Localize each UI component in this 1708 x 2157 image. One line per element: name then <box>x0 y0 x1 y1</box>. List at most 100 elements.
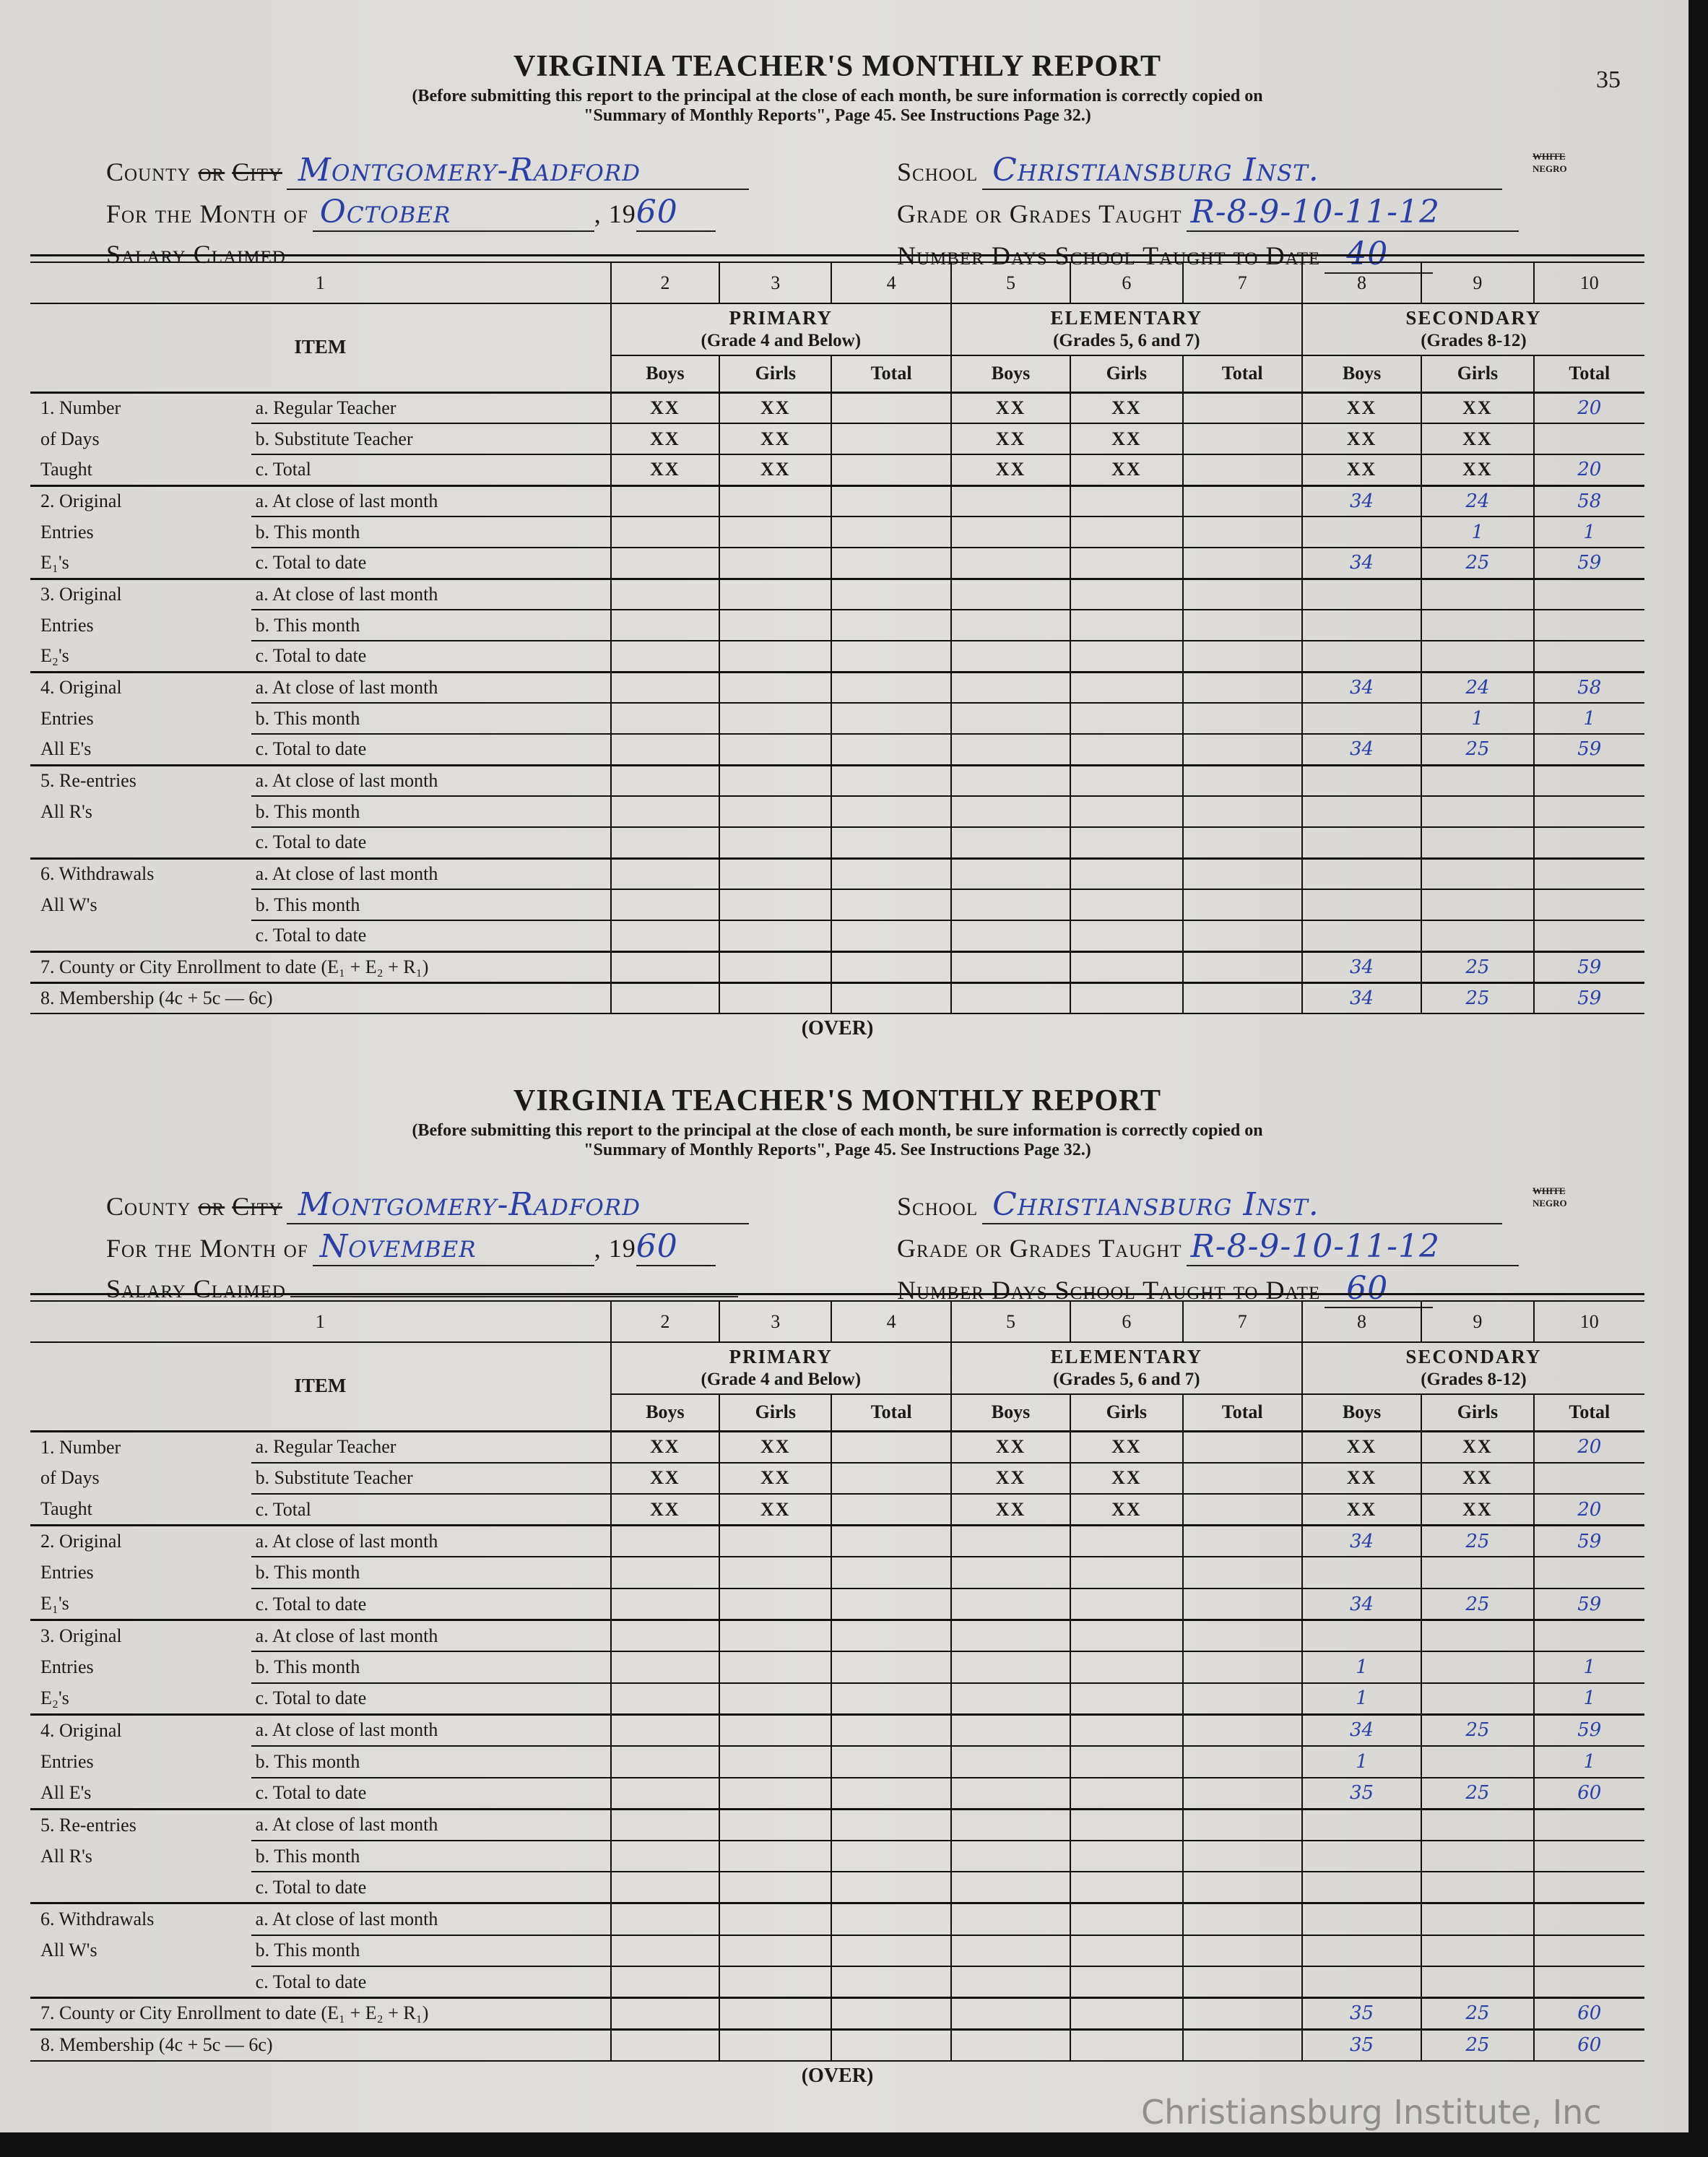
cell-boys: 1 <box>1301 1651 1423 1684</box>
cell-girls <box>1070 1619 1184 1653</box>
group-name: SECONDARY <box>1405 307 1542 329</box>
cell-total <box>831 516 952 548</box>
table-row: E₁'s c. Total to date 34 25 59 <box>30 547 1644 579</box>
cell-total <box>1182 392 1303 424</box>
cell-girls <box>719 671 833 704</box>
cell-total <box>1182 702 1303 735</box>
row-sub-label: b. This month <box>251 1745 612 1778</box>
subcolumn-girls: Girls <box>1070 1393 1184 1432</box>
cell-boys <box>1301 578 1423 610</box>
group-name: PRIMARY <box>729 1346 833 1367</box>
cell-boys <box>1301 1556 1423 1589</box>
table-row: Entries b. This month 1 1 <box>30 516 1644 548</box>
cell-total <box>831 1902 952 1936</box>
cell-boys <box>610 671 721 704</box>
cell-boys <box>1301 1902 1423 1936</box>
cell-girls <box>1070 1997 1184 2031</box>
cell-boys: 1 <box>1301 1682 1423 1716</box>
table-row: E₂'s c. Total to date <box>30 640 1644 673</box>
row-label: 7. County or City Enrollment to date (E₁… <box>30 1997 612 2031</box>
cell-girls <box>1070 982 1184 1014</box>
cell-total <box>831 1524 952 1558</box>
row-sub-label: b. This month <box>251 795 612 828</box>
cell-girls: XX <box>1421 1493 1535 1526</box>
row-group-label: Entries <box>40 521 94 543</box>
cell-boys <box>950 982 1072 1014</box>
cell-boys <box>950 951 1072 983</box>
subcolumn-header-row: Boys Girls Total Boys Girls Total Boys Girls Tot… <box>30 355 1644 393</box>
row-sub-label: a. At close of last month <box>251 857 612 890</box>
cell-girls <box>1421 1651 1535 1684</box>
cell-boys <box>950 578 1072 610</box>
cell-total <box>1182 547 1303 579</box>
cell-girls <box>1421 1902 1535 1936</box>
cell-boys: XX <box>1301 392 1423 424</box>
cell-boys: XX <box>610 423 721 455</box>
cell-boys <box>950 485 1072 517</box>
grades-label: Grade or Grades Taught <box>897 199 1182 228</box>
row-sub-label: b. This month <box>251 1556 612 1589</box>
cell-total <box>1533 423 1644 455</box>
grades-label: Grade or Grades Taught <box>897 1234 1182 1263</box>
group-grades: (Grades 5, 6 and 7) <box>1053 1370 1200 1389</box>
table-row: All R's b. This month <box>30 1839 1644 1873</box>
table-row: 1. Number a. Regular Teacher XX XX XX XX XX XX 2… <box>30 392 1644 424</box>
group-grades: (Grades 5, 6 and 7) <box>1053 331 1200 350</box>
row-sub-label: a. At close of last month <box>251 1902 612 1936</box>
cell-total <box>1182 1871 1303 1904</box>
cell-boys: XX <box>1301 1430 1423 1464</box>
table-row: All W's b. This month <box>30 1934 1644 1968</box>
row-sub-label: c. Total to date <box>251 826 612 859</box>
cell-boys <box>610 1556 721 1589</box>
subcolumn-total: Total <box>1533 355 1644 393</box>
cell-girls: XX <box>1421 454 1535 486</box>
month-field: For the Month of October, 1960 <box>106 194 716 232</box>
cell-boys <box>950 1524 1072 1558</box>
year-value: 60 <box>636 1228 678 1265</box>
report-instructions: (Before submitting this report to the pr… <box>30 1121 1644 1160</box>
column-number: 5 <box>950 261 1072 304</box>
cell-girls <box>719 733 833 766</box>
row-sub-label: a. At close of last month <box>251 1524 612 1558</box>
cell-girls: XX <box>719 1493 833 1526</box>
cell-girls <box>719 982 833 1014</box>
school-label: School <box>897 157 979 186</box>
row-group-label: 1. Number <box>30 392 251 423</box>
cell-total <box>831 1934 952 1968</box>
cell-boys: XX <box>950 454 1072 486</box>
row-group-label: E₂'s <box>40 644 69 666</box>
cell-girls <box>719 1776 833 1810</box>
row-sub-label: c. Total to date <box>251 733 612 766</box>
row-group-label <box>30 827 251 858</box>
table-row: All R's b. This month <box>30 795 1644 828</box>
cell-girls <box>719 1524 833 1558</box>
row-label: 8. Membership (4c + 5c — 6c) <box>30 2028 612 2062</box>
row-group-label: Taught <box>40 458 92 480</box>
table-row: 5. Re-entries a. At close of last month <box>30 764 1644 797</box>
cell-boys <box>610 1997 721 2031</box>
cell-total <box>1533 1902 1644 1936</box>
cell-boys <box>610 857 721 890</box>
cell-total <box>1533 1556 1644 1589</box>
cell-total <box>1533 826 1644 859</box>
cell-boys <box>610 1808 721 1841</box>
row-sub-label: a. At close of last month <box>251 1619 612 1653</box>
row-sub-label: c. Total to date <box>251 920 612 952</box>
cell-girls: 24 <box>1421 485 1535 517</box>
cell-girls: XX <box>1070 1461 1184 1495</box>
column-number: 7 <box>1182 261 1303 304</box>
cell-girls <box>719 1745 833 1778</box>
cell-total <box>831 1966 952 1999</box>
cell-girls <box>1421 1556 1535 1589</box>
group-header-secondary: SECONDARY (Grades 8-12) <box>1301 1341 1644 1395</box>
cell-boys <box>950 795 1072 828</box>
table-row: E₁'s c. Total to date 34 25 59 <box>30 1587 1644 1621</box>
cell-boys: 34 <box>1301 982 1423 1014</box>
cell-total <box>1533 764 1644 797</box>
cell-boys: 34 <box>1301 1713 1423 1747</box>
subcolumn-total: Total <box>831 1393 952 1432</box>
column-number: 6 <box>1070 261 1184 304</box>
cell-total <box>1533 609 1644 641</box>
cell-girls <box>1070 547 1184 579</box>
group-header-primary: PRIMARY (Grade 4 and Below) <box>610 1341 952 1395</box>
